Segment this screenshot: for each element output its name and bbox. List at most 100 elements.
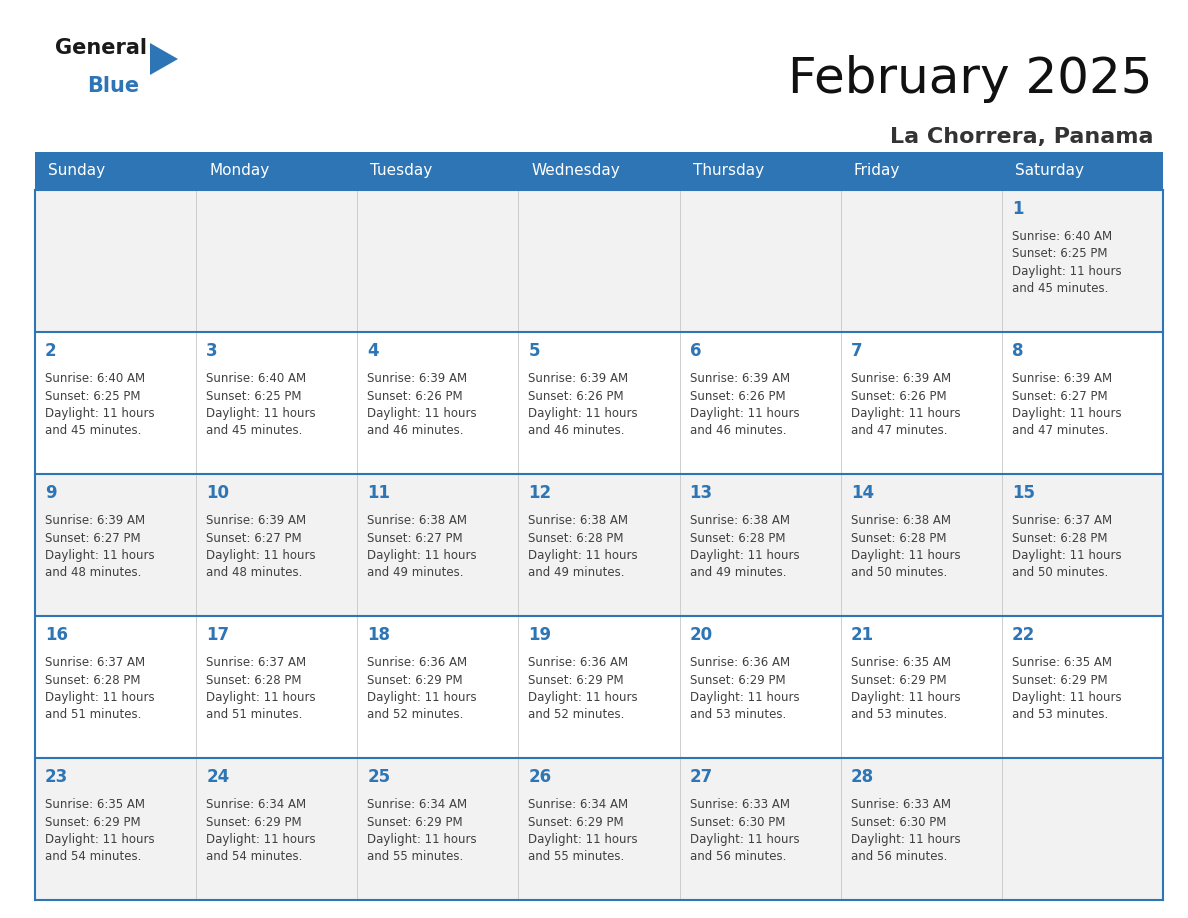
Text: Sunday: Sunday: [48, 163, 105, 178]
Text: Saturday: Saturday: [1015, 163, 1083, 178]
Text: and 45 minutes.: and 45 minutes.: [1012, 283, 1108, 296]
Bar: [680, 758, 841, 900]
Text: Daylight: 11 hours: Daylight: 11 hours: [529, 691, 638, 704]
Text: and 47 minutes.: and 47 minutes.: [851, 424, 947, 438]
Text: and 52 minutes.: and 52 minutes.: [529, 709, 625, 722]
Text: 23: 23: [45, 768, 68, 786]
Text: Sunset: 6:28 PM: Sunset: 6:28 PM: [529, 532, 624, 544]
Text: Sunrise: 6:34 AM: Sunrise: 6:34 AM: [367, 798, 467, 811]
Text: Sunset: 6:29 PM: Sunset: 6:29 PM: [851, 674, 947, 687]
Text: 28: 28: [851, 768, 874, 786]
Bar: [518, 332, 680, 474]
Text: Sunset: 6:28 PM: Sunset: 6:28 PM: [45, 674, 140, 687]
Bar: [518, 758, 680, 900]
Bar: [1001, 190, 1163, 332]
Text: Sunrise: 6:38 AM: Sunrise: 6:38 AM: [851, 514, 950, 527]
Text: Daylight: 11 hours: Daylight: 11 hours: [851, 833, 960, 846]
Text: 24: 24: [207, 768, 229, 786]
Text: Sunset: 6:25 PM: Sunset: 6:25 PM: [45, 389, 140, 402]
Text: and 46 minutes.: and 46 minutes.: [689, 424, 786, 438]
Text: and 56 minutes.: and 56 minutes.: [851, 850, 947, 864]
Text: and 54 minutes.: and 54 minutes.: [207, 850, 303, 864]
Bar: [1001, 616, 1163, 758]
Text: and 53 minutes.: and 53 minutes.: [1012, 709, 1108, 722]
Bar: [841, 474, 1001, 616]
Bar: [196, 332, 358, 474]
Bar: [358, 332, 518, 474]
Bar: [196, 616, 358, 758]
Text: Sunset: 6:30 PM: Sunset: 6:30 PM: [851, 815, 946, 829]
Text: Sunset: 6:27 PM: Sunset: 6:27 PM: [45, 532, 140, 544]
Text: Sunset: 6:29 PM: Sunset: 6:29 PM: [529, 815, 624, 829]
Bar: [34, 758, 196, 900]
Text: 5: 5: [529, 342, 539, 360]
Text: Daylight: 11 hours: Daylight: 11 hours: [851, 691, 960, 704]
Bar: [196, 190, 358, 332]
Text: Sunset: 6:26 PM: Sunset: 6:26 PM: [367, 389, 463, 402]
Text: 15: 15: [1012, 484, 1035, 502]
Text: Sunrise: 6:35 AM: Sunrise: 6:35 AM: [851, 656, 950, 669]
Text: Sunset: 6:28 PM: Sunset: 6:28 PM: [689, 532, 785, 544]
Text: Sunrise: 6:37 AM: Sunrise: 6:37 AM: [45, 656, 145, 669]
Text: and 56 minutes.: and 56 minutes.: [689, 850, 786, 864]
Text: Sunset: 6:28 PM: Sunset: 6:28 PM: [851, 532, 946, 544]
Text: Tuesday: Tuesday: [371, 163, 432, 178]
Text: Sunset: 6:28 PM: Sunset: 6:28 PM: [1012, 532, 1107, 544]
Text: Daylight: 11 hours: Daylight: 11 hours: [367, 549, 476, 562]
Text: Daylight: 11 hours: Daylight: 11 hours: [45, 833, 154, 846]
Text: Sunrise: 6:33 AM: Sunrise: 6:33 AM: [851, 798, 950, 811]
Text: Sunrise: 6:39 AM: Sunrise: 6:39 AM: [207, 514, 307, 527]
Text: 7: 7: [851, 342, 862, 360]
Bar: [841, 758, 1001, 900]
Text: Sunset: 6:27 PM: Sunset: 6:27 PM: [207, 532, 302, 544]
Text: Daylight: 11 hours: Daylight: 11 hours: [529, 407, 638, 420]
Text: General: General: [55, 38, 147, 58]
Text: La Chorrera, Panama: La Chorrera, Panama: [890, 127, 1154, 147]
Text: 1: 1: [1012, 200, 1023, 218]
Text: Daylight: 11 hours: Daylight: 11 hours: [689, 407, 800, 420]
Text: Sunrise: 6:39 AM: Sunrise: 6:39 AM: [851, 372, 950, 385]
Text: and 48 minutes.: and 48 minutes.: [207, 566, 303, 579]
Text: Sunrise: 6:34 AM: Sunrise: 6:34 AM: [529, 798, 628, 811]
Text: 22: 22: [1012, 626, 1035, 644]
Text: Sunset: 6:29 PM: Sunset: 6:29 PM: [1012, 674, 1107, 687]
Text: Daylight: 11 hours: Daylight: 11 hours: [367, 691, 476, 704]
Text: Friday: Friday: [854, 163, 901, 178]
Text: Sunset: 6:29 PM: Sunset: 6:29 PM: [689, 674, 785, 687]
Text: Daylight: 11 hours: Daylight: 11 hours: [529, 833, 638, 846]
Bar: [680, 190, 841, 332]
Text: Daylight: 11 hours: Daylight: 11 hours: [207, 833, 316, 846]
Text: Sunrise: 6:39 AM: Sunrise: 6:39 AM: [367, 372, 467, 385]
Text: Sunrise: 6:33 AM: Sunrise: 6:33 AM: [689, 798, 790, 811]
Text: and 46 minutes.: and 46 minutes.: [367, 424, 463, 438]
Text: 4: 4: [367, 342, 379, 360]
Text: 17: 17: [207, 626, 229, 644]
Text: Daylight: 11 hours: Daylight: 11 hours: [689, 833, 800, 846]
Polygon shape: [150, 43, 178, 75]
Text: and 45 minutes.: and 45 minutes.: [207, 424, 303, 438]
Bar: [34, 474, 196, 616]
Bar: [358, 758, 518, 900]
Text: Daylight: 11 hours: Daylight: 11 hours: [689, 549, 800, 562]
Text: Sunrise: 6:38 AM: Sunrise: 6:38 AM: [529, 514, 628, 527]
Text: Daylight: 11 hours: Daylight: 11 hours: [1012, 549, 1121, 562]
Text: Daylight: 11 hours: Daylight: 11 hours: [367, 407, 476, 420]
Text: and 54 minutes.: and 54 minutes.: [45, 850, 141, 864]
Text: Sunset: 6:29 PM: Sunset: 6:29 PM: [207, 815, 302, 829]
Text: 9: 9: [45, 484, 57, 502]
Text: Daylight: 11 hours: Daylight: 11 hours: [207, 407, 316, 420]
Bar: [680, 332, 841, 474]
Text: Sunset: 6:26 PM: Sunset: 6:26 PM: [689, 389, 785, 402]
Text: and 50 minutes.: and 50 minutes.: [851, 566, 947, 579]
Text: Daylight: 11 hours: Daylight: 11 hours: [1012, 691, 1121, 704]
Text: Sunset: 6:26 PM: Sunset: 6:26 PM: [529, 389, 624, 402]
Text: Sunset: 6:29 PM: Sunset: 6:29 PM: [529, 674, 624, 687]
Text: Sunrise: 6:38 AM: Sunrise: 6:38 AM: [689, 514, 790, 527]
Text: Daylight: 11 hours: Daylight: 11 hours: [45, 407, 154, 420]
Bar: [34, 190, 196, 332]
Bar: [841, 616, 1001, 758]
Text: Daylight: 11 hours: Daylight: 11 hours: [529, 549, 638, 562]
Text: 25: 25: [367, 768, 391, 786]
Bar: [1001, 474, 1163, 616]
Text: Sunrise: 6:37 AM: Sunrise: 6:37 AM: [207, 656, 307, 669]
